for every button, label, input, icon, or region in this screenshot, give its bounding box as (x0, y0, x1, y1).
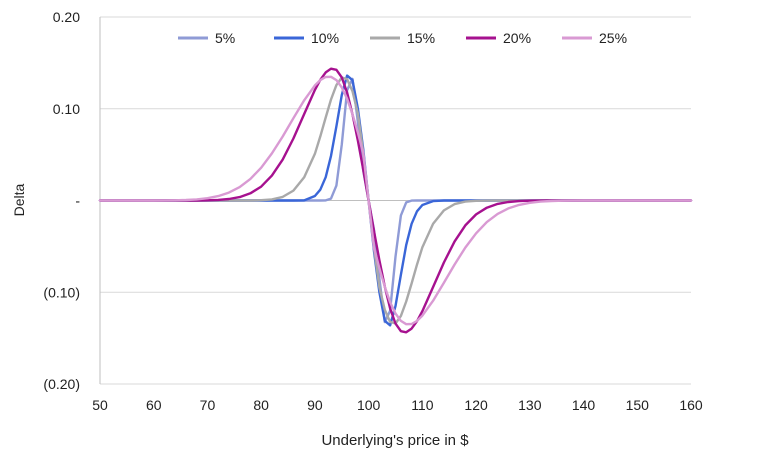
legend-label: 20% (503, 30, 531, 46)
x-tick-label: 100 (357, 397, 381, 413)
y-tick-label: 0.10 (53, 101, 80, 117)
y-tick-label: - (75, 193, 80, 209)
x-tick-label: 160 (679, 397, 703, 413)
x-tick-label: 120 (464, 397, 488, 413)
axes: 0.20 0.10 - (0.10) (0.20) 50 60 70 80 90 100 110 120… (43, 9, 702, 413)
x-tick-label: 80 (253, 397, 269, 413)
x-tick-label: 150 (626, 397, 650, 413)
x-tick-label: 130 (518, 397, 542, 413)
gridlines (100, 16, 691, 385)
legend-label: 10% (311, 30, 339, 46)
y-tick-label: (0.20) (43, 376, 80, 392)
series-lines (98, 67, 693, 334)
x-tick-label: 70 (200, 397, 216, 413)
x-tick-label: 90 (307, 397, 323, 413)
y-axis-title: Delta (11, 183, 27, 216)
legend-label: 5% (215, 30, 235, 46)
y-tick-label: (0.10) (43, 284, 80, 300)
legend-label: 15% (407, 30, 435, 46)
legend-label: 25% (599, 30, 627, 46)
y-tick-label: 0.20 (53, 9, 80, 25)
x-tick-label: 60 (146, 397, 162, 413)
x-axis-title: Underlying's price in $ (321, 432, 469, 449)
x-tick-label: 50 (92, 397, 108, 413)
series-line-25pct (98, 75, 693, 326)
x-tick-label: 110 (411, 397, 434, 413)
legend: 5% 10% 15% 20% 25% (178, 30, 627, 46)
x-tick-label: 140 (572, 397, 596, 413)
